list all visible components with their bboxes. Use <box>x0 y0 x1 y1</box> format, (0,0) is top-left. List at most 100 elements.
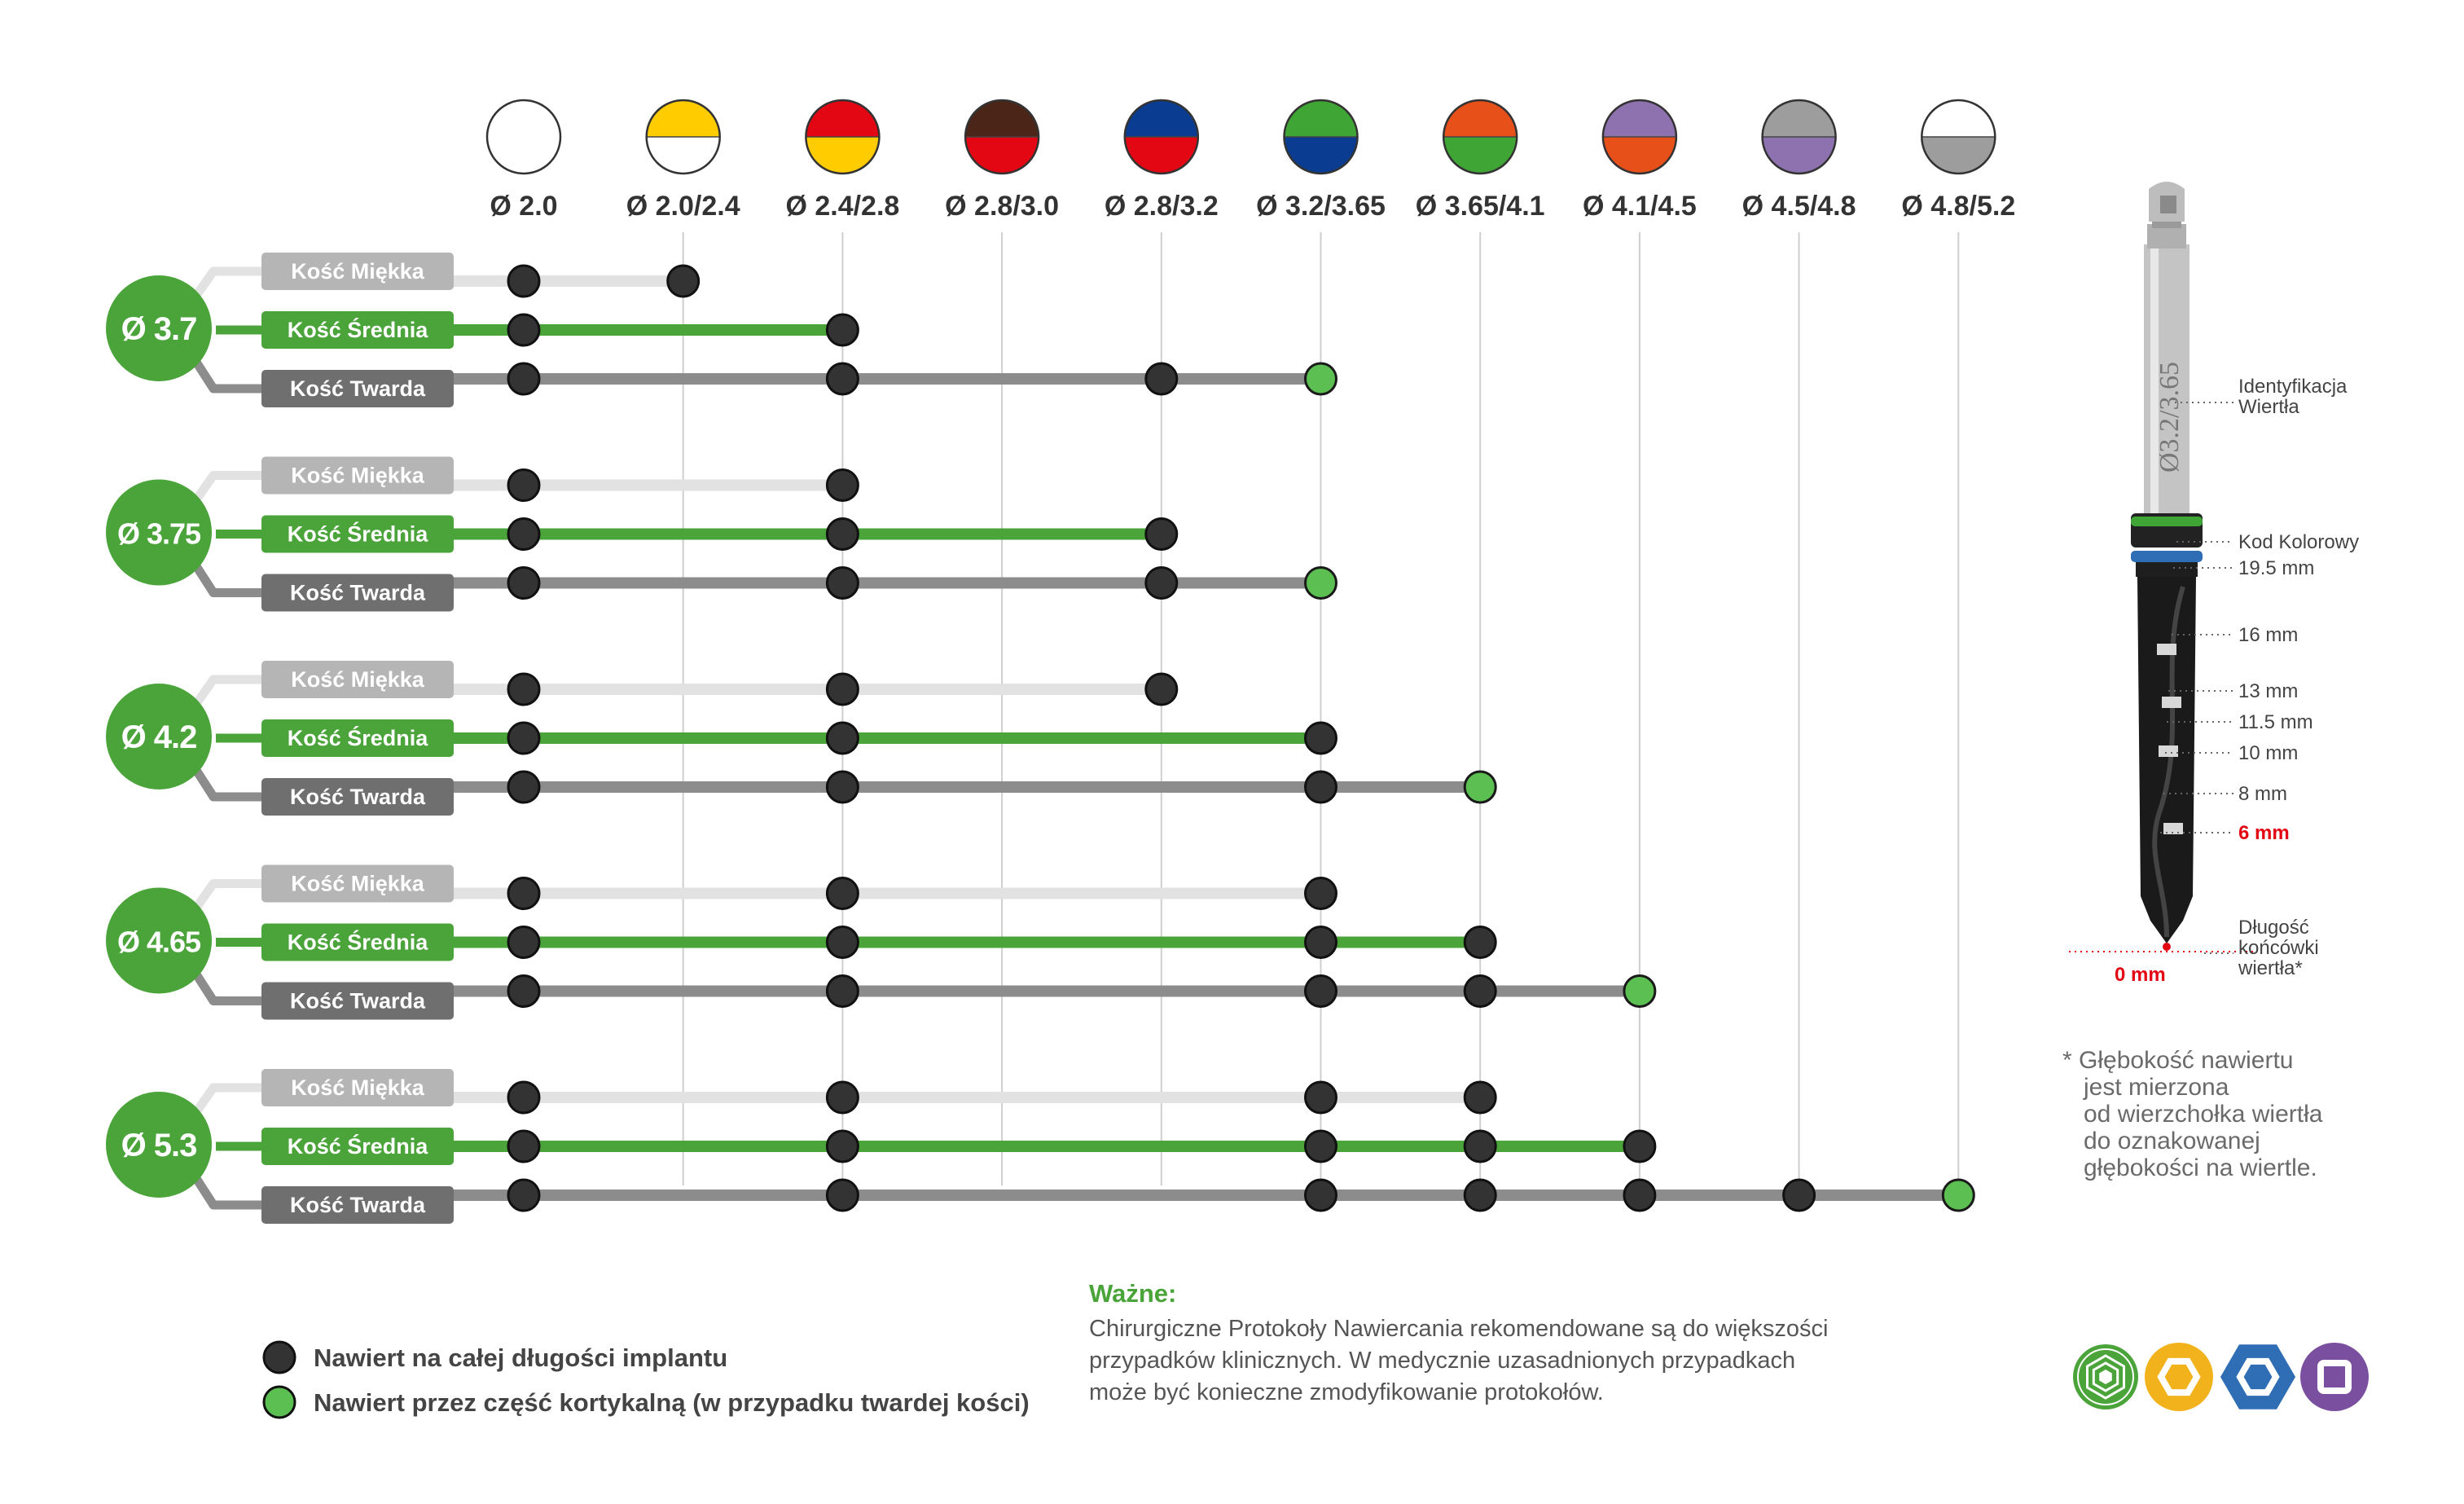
note-line: może być konieczne zmodyfikowanie protok… <box>1089 1379 1604 1405</box>
drill-shank-notch <box>2160 196 2176 213</box>
full-depth-dot <box>1782 1178 1816 1212</box>
full-depth-dot <box>507 362 541 396</box>
drill-color-top <box>487 100 560 137</box>
soft-bone-label: Kość Miękka <box>291 1075 425 1100</box>
drill-color-outline <box>1761 99 1837 175</box>
hexagon-connection-icon <box>2073 1344 2138 1409</box>
bone-connector <box>187 1083 261 1122</box>
drill-color-bottom <box>1124 137 1198 174</box>
soft-bone-tag <box>261 253 454 290</box>
drill-color-outline <box>1442 99 1518 175</box>
hard-bone-label: Kość Twarda <box>290 376 426 401</box>
bone-connector <box>187 471 261 509</box>
drill-color-bottom <box>487 137 560 174</box>
implant-group: Kość Miękka Kość Średnia Kość Twarda Ø 4.2 <box>106 661 1497 816</box>
hard-bone-tag <box>261 778 454 816</box>
implant-diameter-badge <box>106 684 212 789</box>
drill-color-top <box>1762 100 1836 137</box>
bone-connector <box>187 266 261 306</box>
drill-label: Ø 4.1/4.5 <box>1583 191 1697 222</box>
drill-shank-highlight <box>2150 244 2159 513</box>
full-depth-dot <box>1463 1080 1497 1115</box>
full-depth-dot <box>825 926 859 959</box>
medium-bone-tag <box>261 923 454 961</box>
drill-color-code-icon <box>1921 99 1996 175</box>
drill-color-outline <box>1123 99 1200 175</box>
note-line: Chirurgiczne Protokoły Nawiercania rekom… <box>1089 1316 1829 1342</box>
full-depth-dot <box>1463 1178 1497 1212</box>
legend-text: Nawiert na całej długości implantu <box>314 1343 727 1372</box>
soft-bone-tag <box>261 864 454 903</box>
full-depth-dot <box>825 770 859 804</box>
full-depth-dot <box>1463 926 1497 959</box>
implant-diameter-badge <box>106 479 212 586</box>
hard-bone-tag <box>261 1186 454 1224</box>
medium-bone-tag <box>261 311 454 349</box>
cortical-dot <box>1623 974 1657 1008</box>
full-depth-dot <box>825 313 859 347</box>
implant-group: Kość Miękka Kość Średnia Kość Twarda Ø 4.65 <box>106 864 1657 1020</box>
drill-color-top <box>1443 100 1517 137</box>
drill-body <box>2137 577 2196 943</box>
callout-label: 19.5 mm <box>2238 557 2314 579</box>
legend-marker <box>262 1385 296 1419</box>
bone-connector <box>187 760 261 802</box>
callout-label: Długość końcówki wiertła* <box>2238 917 2319 979</box>
callout-line: 10 mm <box>2238 742 2298 764</box>
hex-blue-connection-icon <box>2220 1344 2295 1409</box>
full-depth-dot <box>1304 1178 1337 1212</box>
callout-line: 16 mm <box>2238 624 2298 646</box>
drill-label: Ø 3.2/3.65 <box>1256 191 1386 222</box>
bone-connector <box>187 964 261 1005</box>
callout-label: 6 mm <box>2238 822 2290 844</box>
callout-line: 6 mm <box>2238 822 2290 844</box>
full-depth-dot <box>1304 770 1337 804</box>
drill-shank-groove <box>2152 220 2181 228</box>
drill-color-code-icon <box>1761 99 1837 175</box>
drill-label: Ø 4.8/5.2 <box>1901 191 2015 222</box>
callout-line: 11.5 mm <box>2238 711 2313 733</box>
medium-bone-tag <box>261 1128 454 1165</box>
icon-hex <box>2099 1370 2112 1384</box>
cortical-dot <box>1304 362 1337 396</box>
drill-color-top <box>646 100 720 137</box>
callout-line: Wiertła <box>2238 396 2299 418</box>
drill-tip-point <box>2163 943 2171 951</box>
callout-label: 13 mm <box>2238 680 2298 702</box>
note-title: Ważne: <box>1089 1279 1177 1308</box>
callout-label: 8 mm <box>2238 783 2287 805</box>
icon-bg <box>2220 1344 2295 1409</box>
footnote-line: jest mierzona <box>2084 1074 2229 1101</box>
implant-diameter-label: Ø 3.7 <box>121 311 197 347</box>
callout-line: Długość <box>2238 917 2309 939</box>
hard-bone-label: Kość Twarda <box>290 785 426 809</box>
color-ring-blue <box>2131 551 2203 562</box>
full-depth-dot <box>825 517 859 551</box>
full-depth-dot <box>507 1080 541 1115</box>
drill-figure: Ø3.2/3.65 Identyfikacja Wiertła Kod Kolorow… <box>2069 182 2359 986</box>
full-depth-dot <box>1463 1129 1497 1163</box>
callout-line: 13 mm <box>2238 680 2298 702</box>
icon-hex <box>2236 1357 2280 1396</box>
drill-color-code-icon <box>645 99 721 175</box>
drill-color-top <box>806 100 880 137</box>
icon-bg <box>2300 1343 2369 1411</box>
implant-diameter-label: Ø 5.3 <box>121 1128 197 1163</box>
callout-line: 19.5 mm <box>2238 557 2314 579</box>
medium-bone-label: Kość Średnia <box>288 317 429 342</box>
footnote-line: głębokości na wiertle. <box>2084 1154 2317 1181</box>
drill-color-bottom <box>1602 137 1676 174</box>
bone-connector <box>187 675 261 714</box>
callout-line: wiertła* <box>2238 957 2303 979</box>
full-depth-dot <box>825 1178 859 1212</box>
hex-yellow-connection-icon <box>2145 1343 2213 1411</box>
drill-color-bottom <box>965 137 1039 174</box>
medium-bone-label: Kość Średnia <box>288 1133 429 1159</box>
depth-mark <box>2163 823 2183 834</box>
drill-color-top <box>1124 100 1198 137</box>
legend: Nawiert na całej długości implantu Nawier… <box>262 1340 1030 1419</box>
full-depth-dot <box>507 721 541 755</box>
icon-square <box>2317 1360 2352 1394</box>
soft-bone-tag <box>261 661 454 698</box>
callout-label: 10 mm <box>2238 742 2298 764</box>
